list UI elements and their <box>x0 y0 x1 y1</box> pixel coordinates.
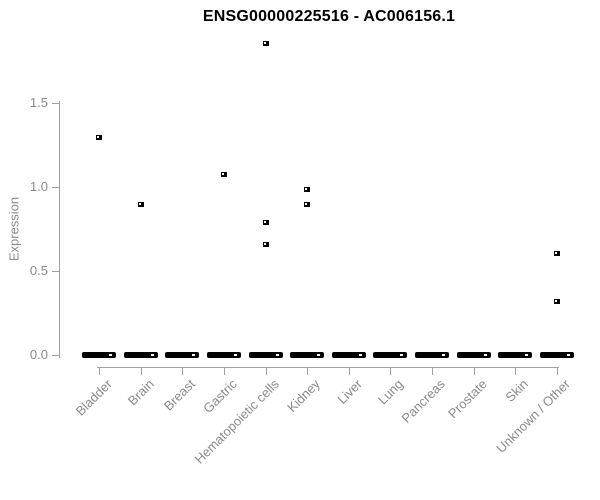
marker-hole <box>305 188 307 190</box>
zero-cluster-notch <box>400 354 403 356</box>
zero-cluster-notch <box>484 354 487 356</box>
zero-cluster-notch <box>276 354 279 356</box>
x-tick <box>307 368 308 375</box>
y-axis-line <box>59 101 60 358</box>
x-axis-line <box>97 367 559 368</box>
zero-cluster-bar <box>540 352 574 358</box>
zero-cluster-notch <box>192 354 195 356</box>
zero-cluster-bar <box>249 352 283 358</box>
y-tick <box>52 355 59 356</box>
y-tick-label: 0.0 <box>29 347 48 362</box>
y-tick <box>52 103 59 104</box>
zero-cluster-bar <box>290 352 324 358</box>
zero-cluster-bar <box>165 352 199 358</box>
data-point-marker <box>96 135 102 140</box>
marker-hole <box>264 243 266 245</box>
data-point-marker <box>304 202 310 207</box>
marker-hole <box>222 173 224 175</box>
marker-hole <box>264 42 266 44</box>
data-point-marker <box>138 202 144 207</box>
x-tick <box>515 368 516 375</box>
chart-title: ENSG00000225516 - AC006156.1 <box>202 8 456 25</box>
zero-cluster-bar <box>457 352 491 358</box>
data-point-marker <box>221 172 227 177</box>
y-tick-label: 1.0 <box>29 179 48 194</box>
marker-hole <box>555 252 557 254</box>
data-point-marker <box>263 242 269 247</box>
x-tick <box>224 368 225 375</box>
zero-cluster-bar <box>124 352 158 358</box>
y-tick-label: 1.5 <box>29 95 48 110</box>
marker-hole <box>305 203 307 205</box>
zero-cluster-notch <box>151 354 154 356</box>
y-axis-label: Expression <box>6 196 22 262</box>
zero-cluster-notch <box>567 354 570 356</box>
x-tick <box>182 368 183 375</box>
y-tick <box>52 271 59 272</box>
data-point-marker <box>304 187 310 192</box>
data-point-marker <box>263 41 269 46</box>
x-tick <box>266 368 267 375</box>
zero-cluster-notch <box>525 354 528 356</box>
zero-cluster-notch <box>317 354 320 356</box>
x-tick <box>349 368 350 375</box>
x-tick <box>390 368 391 375</box>
zero-cluster-bar <box>415 352 449 358</box>
x-tick <box>557 368 558 375</box>
data-point-marker <box>554 251 560 256</box>
zero-cluster-notch <box>109 354 112 356</box>
zero-cluster-bar <box>207 352 241 358</box>
data-point-marker <box>263 220 269 225</box>
marker-hole <box>139 203 141 205</box>
zero-cluster-bar <box>82 352 116 358</box>
zero-cluster-bar <box>498 352 532 358</box>
marker-hole <box>97 136 99 138</box>
x-tick <box>432 368 433 375</box>
x-tick <box>99 368 100 375</box>
zero-cluster-bar <box>373 352 407 358</box>
x-tick <box>141 368 142 375</box>
zero-cluster-notch <box>359 354 362 356</box>
y-tick <box>52 187 59 188</box>
marker-hole <box>555 300 557 302</box>
y-tick-label: 0.5 <box>29 263 48 278</box>
x-tick <box>474 368 475 375</box>
zero-cluster-bar <box>332 352 366 358</box>
zero-cluster-notch <box>234 354 237 356</box>
marker-hole <box>264 221 266 223</box>
zero-cluster-notch <box>442 354 445 356</box>
data-point-marker <box>554 299 560 304</box>
